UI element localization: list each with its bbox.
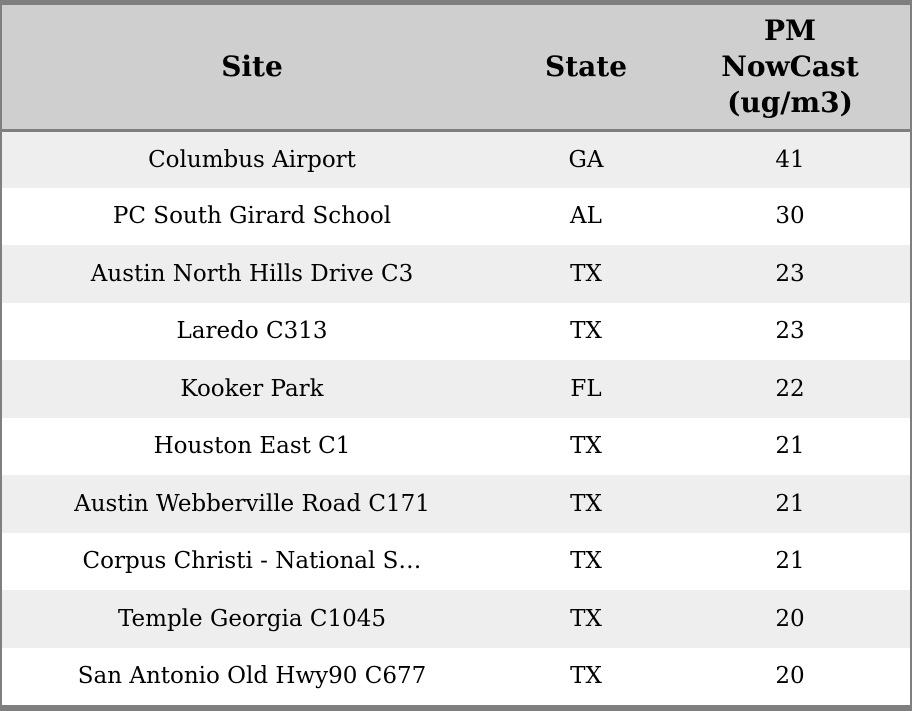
table-row: Laredo C313 TX 23: [2, 302, 910, 360]
site-cell: Austin North Hills Drive C3: [90, 260, 414, 287]
table-row: Temple Georgia C1045 TX 20: [2, 590, 910, 648]
pm-cell: 22: [775, 375, 805, 402]
table-header: Site State PM NowCast (ug/m3): [2, 5, 910, 132]
pm-cell: 30: [775, 203, 805, 230]
state-cell: TX: [570, 605, 602, 632]
state-cell: GA: [568, 146, 604, 173]
table-row: Austin North Hills Drive C3 TX 23: [2, 245, 910, 303]
site-cell: San Antonio Old Hwy90 C677: [77, 663, 427, 690]
table-body: Columbus Airport GA 41 PC South Girard S…: [2, 130, 910, 705]
site-cell: Corpus Christi - National S…: [82, 548, 422, 575]
table-row: Corpus Christi - National S… TX 21: [2, 532, 910, 590]
pm-cell: 20: [775, 663, 805, 690]
pm-cell: 23: [775, 260, 805, 287]
site-cell: Columbus Airport: [148, 146, 356, 173]
site-cell: PC South Girard School: [112, 203, 392, 230]
pm-cell: 23: [775, 318, 805, 345]
state-cell: TX: [570, 260, 602, 287]
site-cell: Laredo C313: [176, 318, 328, 345]
state-cell: AL: [570, 203, 602, 230]
pm-cell: 41: [775, 146, 805, 173]
state-cell: TX: [570, 318, 602, 345]
site-cell: Kooker Park: [180, 375, 324, 402]
table-row: Columbus Airport GA 41: [2, 130, 910, 188]
site-cell: Houston East C1: [153, 433, 351, 460]
column-header-pm-nowcast: PM NowCast (ug/m3): [670, 5, 910, 132]
state-cell: TX: [570, 663, 602, 690]
table-row: Austin Webberville Road C171 TX 21: [2, 475, 910, 533]
site-cell: Temple Georgia C1045: [117, 605, 387, 632]
table-row: Kooker Park FL 22: [2, 360, 910, 418]
table-row: Houston East C1 TX 21: [2, 417, 910, 475]
pm-nowcast-table: Site State PM NowCast (ug/m3) Columbus A…: [2, 5, 910, 705]
state-cell: TX: [570, 433, 602, 460]
state-cell: FL: [570, 375, 602, 402]
pm-cell: 21: [775, 548, 805, 575]
table-row: PC South Girard School AL 30: [2, 187, 910, 245]
table-row: San Antonio Old Hwy90 C677 TX 20: [2, 647, 910, 705]
header-row: Site State PM NowCast (ug/m3): [2, 5, 910, 132]
column-header-site: Site: [2, 5, 502, 132]
pm-cell: 20: [775, 605, 805, 632]
state-cell: TX: [570, 490, 602, 517]
site-cell: Austin Webberville Road C171: [74, 490, 430, 517]
state-cell: TX: [570, 548, 602, 575]
pm-cell: 21: [775, 433, 805, 460]
pm-cell: 21: [775, 490, 805, 517]
column-header-state: State: [502, 5, 670, 132]
